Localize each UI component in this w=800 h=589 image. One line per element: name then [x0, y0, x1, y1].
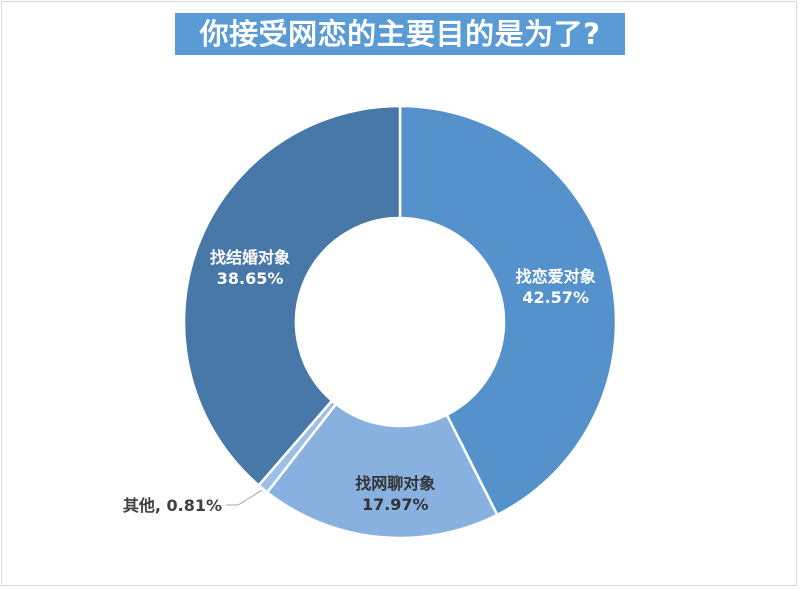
- slice-label: 找结婚对象: [210, 248, 290, 267]
- slice-label-other: 其他, 0.81%: [123, 496, 222, 515]
- donut-labels: 找恋爱对象 42.57% 找网聊对象 17.97% 其他, 0.81% 找结婚对象 38.6…: [123, 248, 596, 515]
- leader-line: [226, 490, 262, 506]
- slice-value-label: 42.57%: [522, 288, 589, 307]
- donut-slice: [182, 104, 402, 488]
- slice-value-label: 38.65%: [217, 269, 284, 288]
- slice-label: 找恋爱对象: [516, 267, 596, 286]
- chart-title: 你接受网恋的主要目的是为了?: [175, 13, 625, 55]
- slice-value-label: 17.97%: [362, 495, 429, 514]
- slice-label: 找网聊对象: [355, 474, 435, 493]
- donut-slice: [265, 402, 499, 540]
- donut-slice: [398, 104, 618, 517]
- donut-slices: [182, 104, 618, 540]
